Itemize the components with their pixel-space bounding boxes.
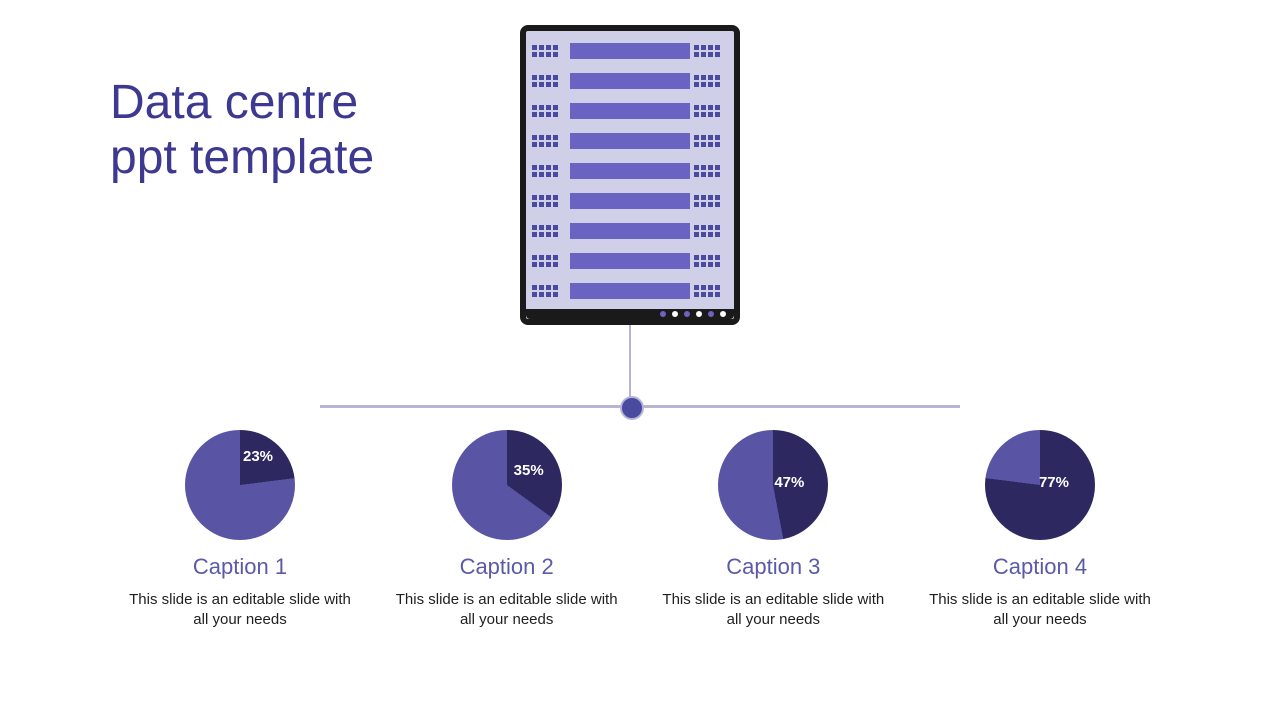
pie-chart-2: 35%	[452, 430, 562, 540]
caption-heading: Caption 3	[653, 554, 893, 580]
caption-description: This slide is an editable slide with all…	[653, 590, 893, 631]
pie-percent-label: 77%	[1039, 474, 1069, 491]
caption-description: This slide is an editable slide with all…	[120, 590, 360, 631]
pie-percent-label: 23%	[243, 448, 273, 465]
slide-title: Data centre ppt template	[110, 75, 374, 185]
pie-percent-label: 47%	[774, 474, 804, 491]
caption-description: This slide is an editable slide with all…	[387, 590, 627, 631]
item-2: 35% Caption 2 This slide is an editable sl…	[387, 430, 627, 631]
slide-stage: Data centre ppt template 23% Caption 1 Thi…	[0, 0, 1280, 720]
pie-chart-3: 47%	[718, 430, 828, 540]
caption-heading: Caption 4	[920, 554, 1160, 580]
connector-node	[620, 396, 644, 420]
pie-chart-1: 23%	[185, 430, 295, 540]
item-4: 77% Caption 4 This slide is an editable sl…	[920, 430, 1160, 631]
connector-vertical	[629, 325, 631, 405]
caption-heading: Caption 2	[387, 554, 627, 580]
caption-description: This slide is an editable slide with all…	[920, 590, 1160, 631]
items-row: 23% Caption 1 This slide is an editable sl…	[120, 430, 1160, 631]
title-line-1: Data centre	[110, 76, 358, 129]
pie-chart-4: 77%	[985, 430, 1095, 540]
item-1: 23% Caption 1 This slide is an editable sl…	[120, 430, 360, 631]
title-line-2: ppt template	[110, 131, 374, 184]
caption-heading: Caption 1	[120, 554, 360, 580]
pie-percent-label: 35%	[514, 462, 544, 479]
item-3: 47% Caption 3 This slide is an editable sl…	[653, 430, 893, 631]
server-rack-icon	[520, 25, 740, 325]
